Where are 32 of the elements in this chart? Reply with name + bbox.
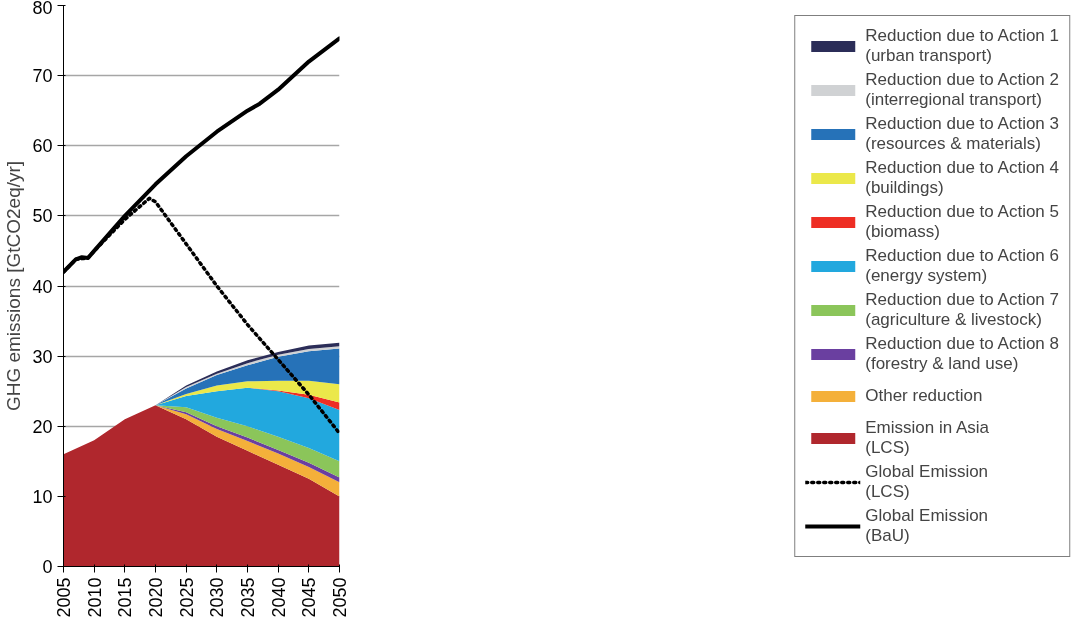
- y-tick-label: 30: [32, 346, 53, 367]
- y-tick-label: 40: [32, 276, 53, 297]
- x-tick-label: 2010: [84, 577, 105, 618]
- legend-label: Emission in Asia (LCS): [865, 418, 990, 458]
- y-tick-label: 80: [32, 0, 53, 18]
- legend-label: Reduction due to Action 2 (interregional transport): [865, 70, 1059, 110]
- legend-label: Global Emission (LCS): [865, 462, 989, 502]
- y-tick-label: 50: [32, 206, 53, 227]
- legend-label: Reduction due to Action 1 (urban transport): [865, 26, 1059, 66]
- x-tick-label: 2035: [238, 577, 258, 618]
- x-tick-label: 2020: [146, 577, 166, 618]
- legend-label: Other reduction: [865, 385, 983, 407]
- legend-label: Reduction due to Action 6 (energy system): [865, 246, 1059, 286]
- x-tick-label: 2045: [299, 577, 320, 618]
- legend-label: Reduction due to Action 4 (buildings): [865, 158, 1059, 198]
- x-tick-label: 2005: [54, 577, 74, 618]
- x-tick-label: 2025: [176, 577, 197, 618]
- x-tick-label: 2050: [330, 577, 350, 618]
- y-tick-label: 60: [32, 136, 53, 157]
- legend-label: Reduction due to Action 5 (biomass): [865, 202, 1059, 242]
- legend-label: Reduction due to Action 7 (agriculture & livestock): [865, 290, 1059, 330]
- y-tick-label: 20: [32, 416, 53, 437]
- y-tick-label: 70: [32, 66, 53, 87]
- legend-label: Reduction due to Action 3 (resources & materials): [865, 114, 1059, 154]
- y-axis-title: GHG emissions [GtCO2eq/yr]: [3, 160, 25, 412]
- x-tick-label: 2030: [207, 577, 228, 618]
- y-tick-label: 10: [32, 486, 53, 507]
- x-tick-label: 2040: [268, 577, 289, 618]
- x-tick-label: 2015: [115, 577, 136, 618]
- legend-label: Reduction due to Action 8 (forestry & land use): [865, 334, 1059, 374]
- legend-label: Global Emission (BaU): [865, 506, 989, 546]
- y-tick-label: 0: [42, 557, 53, 577]
